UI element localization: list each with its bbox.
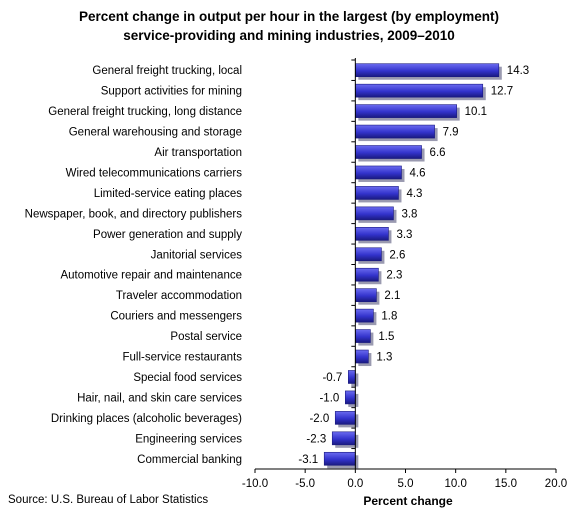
category-label: Traveler accommodation (116, 290, 242, 302)
category-label: Air transportation (154, 147, 242, 159)
x-tick-label: 5.0 (398, 478, 414, 490)
category-label: Hair, nail, and skin care services (77, 392, 242, 404)
category-label: Special food services (133, 372, 242, 384)
value-label: -2.3 (306, 433, 326, 445)
source-note: Source: U.S. Bureau of Labor Statistics (8, 494, 209, 506)
bar (331, 431, 356, 446)
category-label: Postal service (170, 331, 242, 343)
bar (348, 370, 356, 384)
x-tick-label: 20.0 (545, 478, 567, 490)
x-tick-label: 10.0 (444, 478, 466, 490)
x-axis-title: Percent change (363, 494, 453, 508)
category-label: Automotive repair and maintenance (60, 270, 242, 282)
value-label: 6.6 (430, 147, 446, 159)
category-label: Newspaper, book, and directory publisher… (25, 208, 243, 220)
category-label: Commercial banking (137, 454, 242, 466)
chart-title-line-2: service-providing and mining industries,… (123, 28, 455, 43)
x-tick-label: 15.0 (495, 478, 517, 490)
bar (355, 267, 379, 282)
bar (355, 186, 399, 200)
category-label: Drinking places (alcoholic beverages) (51, 413, 242, 425)
category-label: General freight trucking, local (92, 65, 242, 77)
value-label: 1.3 (376, 352, 392, 364)
bar (355, 329, 371, 343)
value-label: 3.3 (396, 229, 412, 241)
bars-layer (323, 63, 502, 469)
category-label: Wired telecommunications carriers (66, 167, 243, 179)
value-label: 12.7 (491, 86, 513, 98)
value-label: 10.1 (465, 106, 487, 118)
bar (355, 165, 402, 180)
value-label: 1.8 (381, 311, 397, 323)
category-label: General freight trucking, long distance (48, 106, 242, 118)
value-label: 2.6 (389, 249, 405, 261)
bar (355, 247, 382, 262)
value-label: 2.1 (384, 290, 400, 302)
bar (323, 451, 356, 466)
value-label: 4.3 (406, 188, 422, 200)
bar (355, 83, 484, 98)
category-label: General warehousing and storage (69, 127, 242, 139)
bar (355, 227, 389, 241)
bar (355, 145, 422, 159)
x-tick-label: -10.0 (242, 478, 268, 490)
bar (355, 63, 500, 78)
value-label: -2.0 (309, 413, 329, 425)
value-label: 7.9 (443, 127, 459, 139)
category-label: Power generation and supply (93, 229, 242, 241)
x-tick-label: -5.0 (295, 478, 315, 490)
value-label: 4.6 (409, 167, 425, 179)
bar (355, 349, 369, 364)
category-label: Janitorial services (151, 249, 243, 261)
bar (355, 124, 435, 139)
category-label: Support activities for mining (101, 86, 242, 98)
chart-title: Percent change in output per hour in the… (0, 7, 578, 45)
bar (355, 288, 377, 302)
chart-title-line-1: Percent change in output per hour in the… (78, 9, 500, 24)
value-label: -1.0 (319, 392, 339, 404)
bar (355, 206, 394, 221)
value-label: -0.7 (322, 372, 342, 384)
bar (334, 411, 356, 425)
category-label: Full-service restaurants (122, 352, 242, 364)
value-label: 2.3 (386, 270, 402, 282)
bar (355, 104, 457, 118)
x-tick-label: 0.0 (347, 478, 363, 490)
value-label: 1.5 (378, 331, 394, 343)
category-label: Engineering services (135, 433, 242, 445)
bar (344, 390, 356, 405)
category-label: Limited-service eating places (94, 188, 243, 200)
value-label: -3.1 (298, 454, 318, 466)
value-label: 3.8 (401, 208, 417, 220)
bar (355, 308, 374, 323)
axis-layer: General freight trucking, local 14.3 Suppo… (25, 58, 567, 490)
category-label: Couriers and messengers (110, 311, 242, 323)
value-label: 14.3 (507, 65, 529, 77)
